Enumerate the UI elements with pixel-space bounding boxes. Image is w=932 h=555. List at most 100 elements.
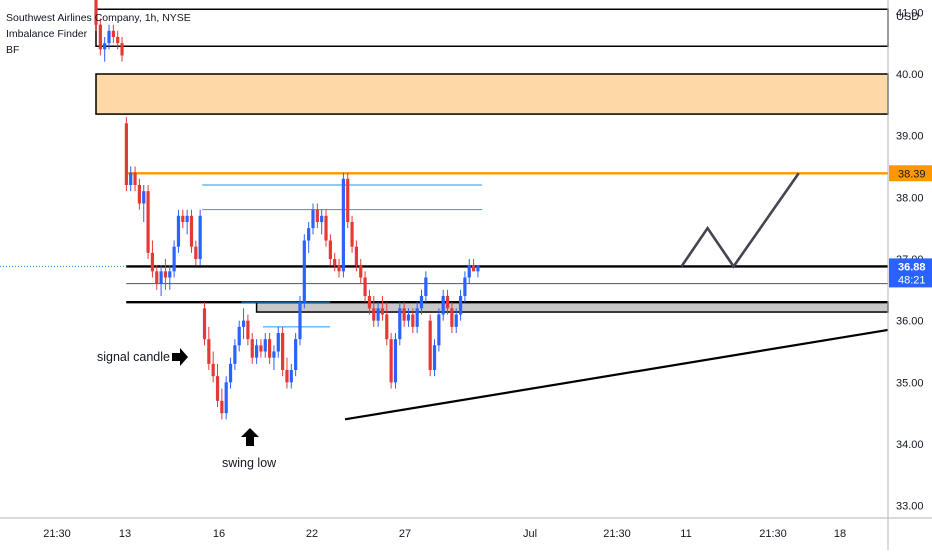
candle-87 xyxy=(471,259,476,272)
candle-25 xyxy=(202,302,207,346)
candle-body xyxy=(272,351,276,358)
candle-body xyxy=(194,246,198,259)
y-tick-label-6: 39.00 xyxy=(896,131,924,143)
x-tick-label-0: 21:30 xyxy=(43,528,71,540)
candle-body xyxy=(159,271,163,284)
candle-66 xyxy=(380,296,385,321)
candle-9 xyxy=(133,166,137,192)
candle-body xyxy=(341,178,345,272)
candle-body xyxy=(124,123,128,185)
candle-67 xyxy=(385,302,389,346)
trendline-layer xyxy=(344,328,889,421)
candle-body xyxy=(98,24,102,50)
x-tick-label-8: 21:30 xyxy=(759,528,787,540)
candle-28 xyxy=(215,363,220,407)
candle-body xyxy=(424,277,428,296)
candle-34 xyxy=(241,308,246,340)
candle-body xyxy=(302,240,306,303)
candle-body xyxy=(437,314,441,346)
candle-49 xyxy=(307,222,311,253)
candle-body xyxy=(176,215,181,247)
candle-body xyxy=(94,0,98,25)
candle-body xyxy=(463,277,467,296)
candle-body xyxy=(268,339,272,358)
candle-17 xyxy=(168,265,172,290)
zone-1 xyxy=(95,73,889,115)
candle-body xyxy=(289,370,293,383)
y-tick-label-0: 33.00 xyxy=(896,501,924,513)
candle-body xyxy=(467,265,471,278)
candle-74 xyxy=(415,302,419,333)
candle-body xyxy=(454,314,458,327)
candle-body xyxy=(376,308,380,321)
candle-68 xyxy=(389,333,393,389)
candle-body xyxy=(142,191,146,204)
candle-55 xyxy=(333,252,337,272)
candle-64 xyxy=(372,296,376,327)
candle-body xyxy=(281,333,285,370)
candle-82 xyxy=(450,302,454,333)
legend-indicator-imbalance-finder[interactable]: Imbalance Finder xyxy=(6,28,88,40)
candle-41 xyxy=(272,345,276,370)
candle-body xyxy=(189,215,194,247)
candle-body xyxy=(181,215,185,222)
candle-32 xyxy=(233,339,237,370)
candle-body xyxy=(432,345,437,370)
candle-3 xyxy=(107,24,111,50)
legend-symbol[interactable]: Southwest Airlines Company, 1h, NYSE xyxy=(6,12,191,24)
candle-body xyxy=(385,314,389,340)
candle-20 xyxy=(181,209,185,229)
candle-body xyxy=(276,333,280,352)
candle-body xyxy=(441,296,445,315)
candle-10 xyxy=(137,178,141,210)
candle-body xyxy=(233,345,237,364)
chart-legend: Southwest Airlines Company, 1h, NYSE Imb… xyxy=(6,10,191,58)
candle-79 xyxy=(437,308,441,352)
zones-layer xyxy=(95,8,889,313)
zone-0 xyxy=(95,8,889,47)
x-tick-label-2: 16 xyxy=(213,528,225,540)
legend-indicator-bf[interactable]: BF xyxy=(6,44,20,56)
candle-body xyxy=(254,345,259,358)
candle-45 xyxy=(289,363,293,389)
candle-body xyxy=(207,339,211,364)
candle-body xyxy=(185,215,189,222)
candle-80 xyxy=(441,289,445,321)
x-tick-label-4: 27 xyxy=(399,528,411,540)
arrows-layer xyxy=(172,348,259,446)
candle-51 xyxy=(315,203,319,229)
x-tick-label-1: 13 xyxy=(119,528,131,540)
candle-body xyxy=(398,308,402,340)
candle-body xyxy=(320,215,324,222)
candle-22 xyxy=(189,209,194,253)
candle-body xyxy=(202,308,207,340)
candle-39 xyxy=(263,333,267,358)
candle-body xyxy=(363,277,367,296)
candle-83 xyxy=(454,308,458,333)
last-price-label: 36.88 xyxy=(898,261,926,273)
y-tick-label-1: 34.00 xyxy=(896,439,924,451)
candle-12 xyxy=(146,185,150,259)
candle-73 xyxy=(411,308,415,333)
candle-body xyxy=(333,259,337,266)
candle-body xyxy=(241,320,246,327)
candle-body xyxy=(458,296,463,315)
candle-40 xyxy=(268,333,272,364)
candle-body xyxy=(146,191,150,253)
x-tick-label-6: 21:30 xyxy=(603,528,631,540)
candle-body xyxy=(155,271,159,284)
candle-body xyxy=(228,363,233,383)
candle-body xyxy=(445,296,450,309)
candle-63 xyxy=(367,289,372,315)
last-price-tag xyxy=(889,258,932,288)
candle-body xyxy=(211,363,215,377)
candle-body xyxy=(380,308,385,315)
candle-58 xyxy=(346,172,350,229)
candle-body xyxy=(137,185,141,204)
candle-21 xyxy=(185,209,189,235)
candle-body xyxy=(367,296,372,309)
candle-57 xyxy=(341,172,345,278)
candle-85 xyxy=(463,271,467,303)
